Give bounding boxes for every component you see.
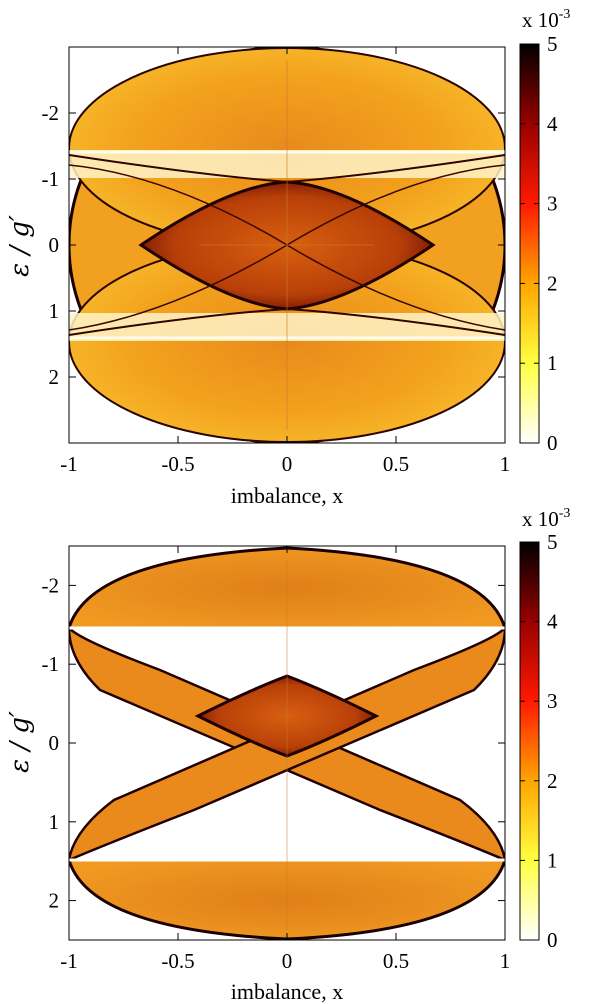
- top-colorbar-tick-label: 3: [547, 192, 558, 216]
- top-x-tick-label: -0.5: [161, 452, 194, 476]
- bottom-y-tick-label: 0: [49, 731, 60, 755]
- bottom-x-tick-label: -1: [60, 949, 78, 973]
- top-y-tick-label: -1: [42, 167, 60, 191]
- top-x-tick-label: 0.5: [383, 452, 409, 476]
- bottom-colorbar-tick-label: 0: [547, 928, 558, 952]
- bottom-x-tick-label: 0: [282, 949, 293, 973]
- bottom-x-tick-label: 1: [500, 949, 511, 973]
- top-colorbar-tick-label: 5: [547, 32, 558, 56]
- top-x-tick-label: 1: [500, 452, 511, 476]
- bottom-x-tick-label: -0.5: [161, 949, 194, 973]
- top-y-tick-label: 0: [49, 233, 60, 257]
- top-x-axis-label: imbalance, x: [231, 483, 343, 508]
- bottom-x-tick-label: 0.5: [383, 949, 409, 973]
- top-y-ticks: -2 -1 0 1 2: [42, 101, 505, 389]
- top-colorbar-tick-label: 2: [547, 271, 558, 295]
- bottom-y-tick-label: 1: [49, 810, 60, 834]
- bottom-colorbar-tick-label: 4: [547, 610, 558, 634]
- top-colorbar-tick-label: 1: [547, 351, 558, 375]
- bottom-y-tick-label: -2: [42, 573, 60, 597]
- bottom-colorbar-tick-label: 5: [547, 530, 558, 554]
- bottom-y-axis-label: ε / g′: [5, 711, 35, 773]
- bottom-colorbar-multiplier: x 10-3: [522, 506, 570, 531]
- bottom-x-ticks: -1 -0.5 0 0.5 1: [60, 546, 510, 973]
- bottom-y-tick-label: -1: [42, 652, 60, 676]
- top-y-tick-label: 2: [49, 365, 60, 389]
- top-y-tick-label: -2: [42, 101, 60, 125]
- top-colorbar-gradient: [519, 43, 540, 444]
- top-colorbar-tick-label: 4: [547, 112, 558, 136]
- top-colorbar: 0 1 2 3 4 5 x 10-3: [519, 7, 570, 455]
- top-x-tick-label: 0: [282, 452, 293, 476]
- bottom-y-tick-label: 2: [49, 889, 60, 913]
- top-y-axis-label: ε / g′: [5, 215, 35, 277]
- top-y-tick-label: 1: [49, 299, 60, 323]
- bottom-x-axis-label: imbalance, x: [231, 979, 343, 1004]
- bottom-y-ticks: -2 -1 0 1 2: [42, 573, 505, 913]
- bottom-colorbar-tick-label: 2: [547, 769, 558, 793]
- top-heatmap: [69, 47, 505, 443]
- bottom-heatmap: [69, 546, 505, 940]
- bottom-colorbar-tick-label: 1: [547, 848, 558, 872]
- top-colorbar-multiplier: x 10-3: [522, 7, 570, 32]
- bottom-colorbar-ticks: 0 1 2 3 4 5: [520, 530, 558, 952]
- bottom-colorbar: 0 1 2 3 4 5 x 10-3: [519, 506, 570, 952]
- top-x-tick-label: -1: [60, 452, 78, 476]
- top-colorbar-tick-label: 0: [547, 431, 558, 455]
- top-x-ticks: -1 -0.5 0 0.5 1: [60, 47, 510, 476]
- bottom-colorbar-gradient: [519, 541, 540, 941]
- top-colorbar-ticks: 0 1 2 3 4 5: [520, 32, 558, 455]
- bottom-colorbar-tick-label: 3: [547, 689, 558, 713]
